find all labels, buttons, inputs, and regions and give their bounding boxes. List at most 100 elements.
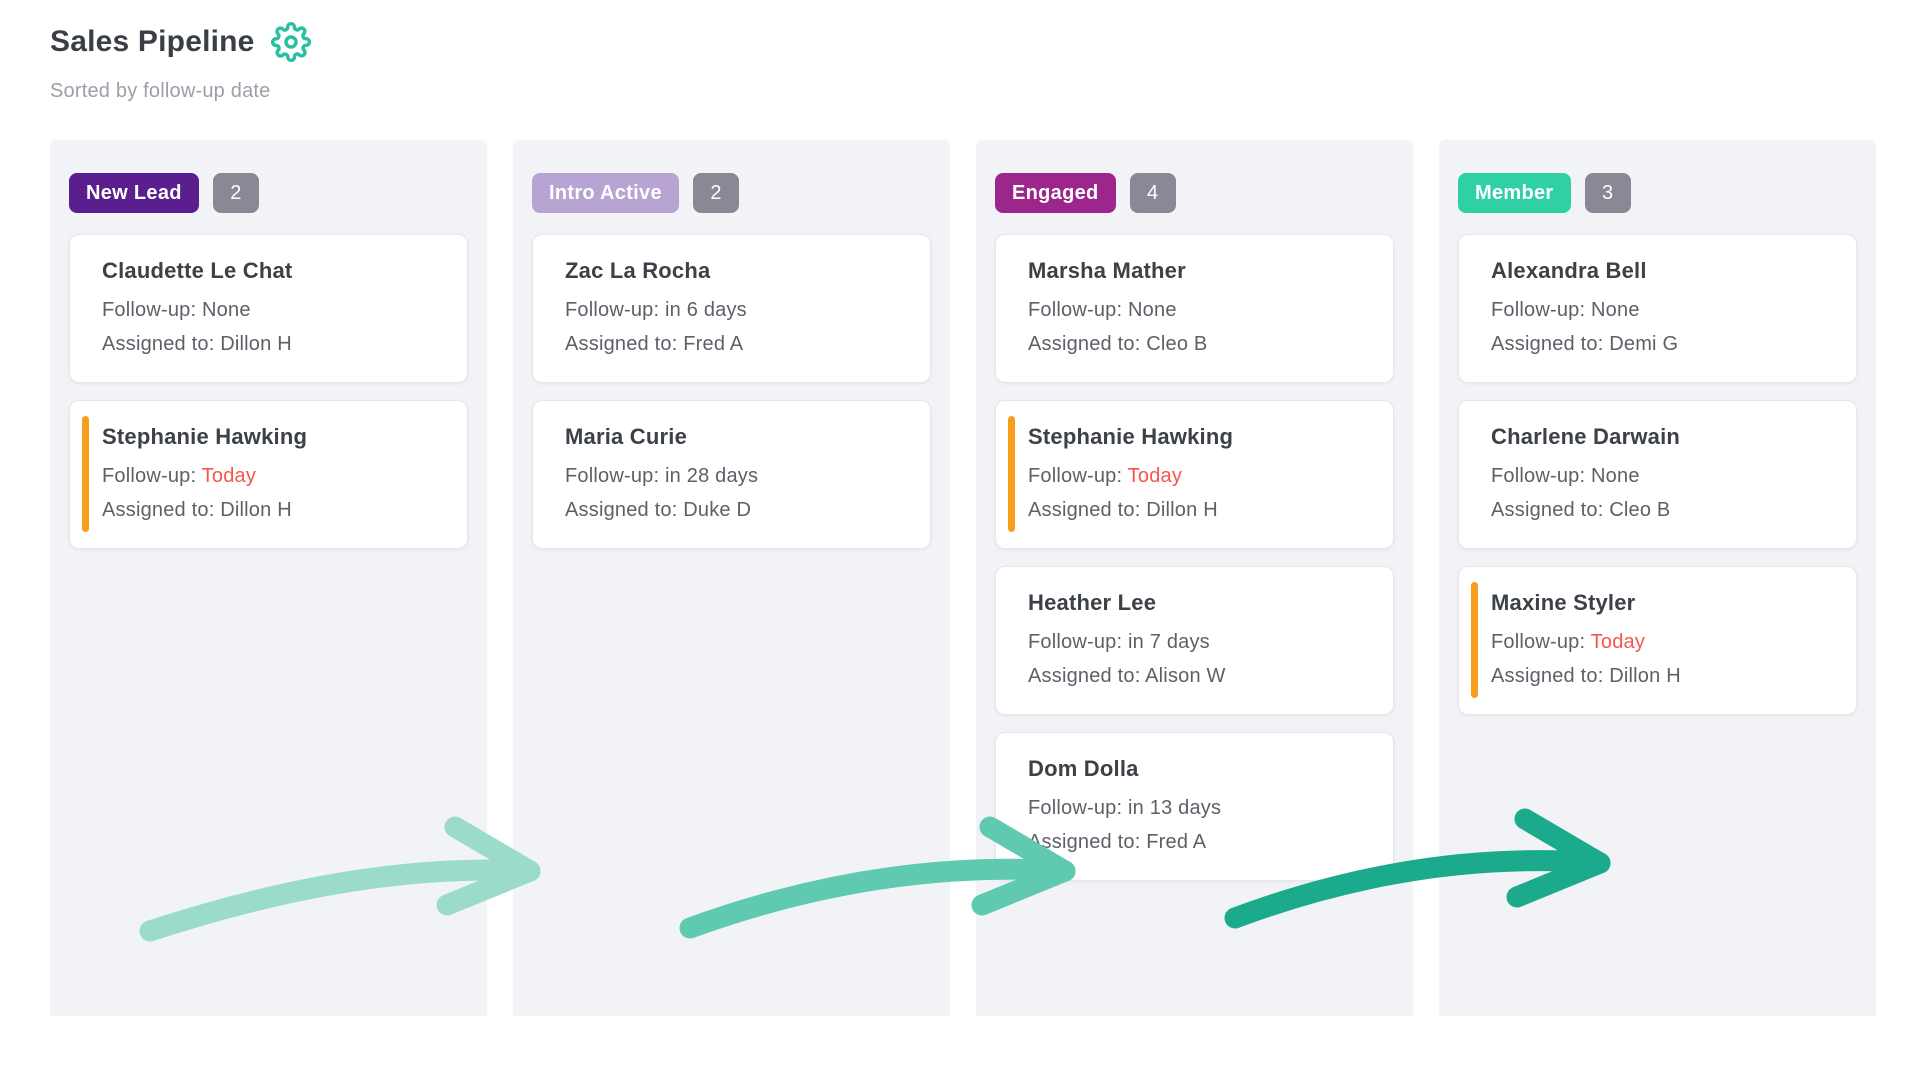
assigned-label: Assigned to: <box>1028 831 1141 853</box>
sort-description: Sorted by follow-up date <box>50 80 271 102</box>
contact-name: Stephanie Hawking <box>1028 424 1234 449</box>
assigned-line: Assigned to: Fred A <box>1028 825 1373 859</box>
assigned-label: Assigned to: <box>1491 333 1604 355</box>
contact-name: Marsha Mather <box>1028 258 1186 283</box>
assigned-value: Alison W <box>1145 665 1226 687</box>
pipeline-board: New Lead 2 Claudette Le Chat Follow-up: … <box>50 140 1876 1016</box>
card-list: Marsha Mather Follow-up: None Assigned t… <box>995 234 1394 881</box>
follow-up-label: Follow-up: <box>565 465 660 487</box>
card-list: Zac La Rocha Follow-up: in 6 days Assign… <box>532 234 931 549</box>
contact-card[interactable]: Heather Lee Follow-up: in 7 days Assigne… <box>995 566 1394 715</box>
card-list: Claudette Le Chat Follow-up: None Assign… <box>69 234 468 549</box>
follow-up-value: in 28 days <box>665 465 759 487</box>
follow-up-value: Today <box>1590 631 1646 653</box>
follow-up-line: Follow-up: Today <box>1028 459 1373 493</box>
assigned-value: Dillon H <box>1146 499 1218 521</box>
follow-up-value: None <box>1591 465 1640 487</box>
assigned-line: Assigned to: Dillon H <box>1028 493 1373 527</box>
assigned-line: Assigned to: Fred A <box>565 327 910 361</box>
column-header: Intro Active 2 <box>532 173 931 213</box>
stage-badge: Member <box>1458 173 1571 213</box>
assigned-value: Dillon H <box>220 499 292 521</box>
follow-up-line: Follow-up: in 7 days <box>1028 625 1373 659</box>
assigned-line: Assigned to: Cleo B <box>1491 493 1836 527</box>
contact-card[interactable]: Stephanie Hawking Follow-up: Today Assig… <box>995 400 1394 549</box>
assigned-value: Demi G <box>1609 333 1679 355</box>
assigned-label: Assigned to: <box>565 499 678 521</box>
follow-up-line: Follow-up: in 28 days <box>565 459 910 493</box>
page-title: Sales Pipeline <box>50 25 255 58</box>
assigned-line: Assigned to: Alison W <box>1028 659 1373 693</box>
follow-up-value: None <box>1591 299 1640 321</box>
stage-count-badge: 4 <box>1129 173 1176 213</box>
contact-card[interactable]: Marsha Mather Follow-up: None Assigned t… <box>995 234 1394 383</box>
follow-up-line: Follow-up: in 6 days <box>565 293 910 327</box>
contact-card[interactable]: Zac La Rocha Follow-up: in 6 days Assign… <box>532 234 931 383</box>
follow-up-value: in 6 days <box>665 299 747 321</box>
follow-up-label: Follow-up: <box>102 465 197 487</box>
assigned-line: Assigned to: Dillon H <box>1491 659 1836 693</box>
assigned-value: Fred A <box>683 333 744 355</box>
assigned-value: Dillon H <box>220 333 292 355</box>
assigned-line: Assigned to: Duke D <box>565 493 910 527</box>
settings-gear-icon[interactable] <box>270 22 311 62</box>
pipeline-column-engaged: Engaged 4 Marsha Mather Follow-up: None … <box>976 140 1413 1016</box>
stage-count-badge: 2 <box>692 173 739 213</box>
contact-card[interactable]: Maxine Styler Follow-up: Today Assigned … <box>1458 566 1857 715</box>
stage-badge: Intro Active <box>532 173 679 213</box>
follow-up-value: None <box>202 299 251 321</box>
assigned-value: Cleo B <box>1609 499 1671 521</box>
pipeline-column-intro-active: Intro Active 2 Zac La Rocha Follow-up: i… <box>513 140 950 1016</box>
follow-up-value: in 13 days <box>1128 797 1222 819</box>
follow-up-line: Follow-up: in 13 days <box>1028 791 1373 825</box>
column-header: New Lead 2 <box>69 173 468 213</box>
follow-up-label: Follow-up: <box>102 299 197 321</box>
contact-name: Heather Lee <box>1028 590 1157 615</box>
follow-up-value: in 7 days <box>1128 631 1210 653</box>
contact-name: Zac La Rocha <box>565 258 711 283</box>
contact-name: Stephanie Hawking <box>102 424 308 449</box>
follow-up-line: Follow-up: Today <box>1491 625 1836 659</box>
assigned-value: Fred A <box>1146 831 1207 853</box>
assigned-value: Cleo B <box>1146 333 1208 355</box>
assigned-label: Assigned to: <box>1491 665 1604 687</box>
follow-up-label: Follow-up: <box>1028 631 1123 653</box>
contact-name: Dom Dolla <box>1028 756 1139 781</box>
contact-name: Alexandra Bell <box>1491 258 1647 283</box>
assigned-line: Assigned to: Cleo B <box>1028 327 1373 361</box>
card-list: Alexandra Bell Follow-up: None Assigned … <box>1458 234 1857 715</box>
page-header: Sales Pipeline <box>50 22 1920 62</box>
assigned-label: Assigned to: <box>1028 499 1141 521</box>
follow-up-label: Follow-up: <box>1491 465 1586 487</box>
column-header: Member 3 <box>1458 173 1857 213</box>
follow-up-line: Follow-up: None <box>102 293 447 327</box>
follow-up-label: Follow-up: <box>1491 631 1586 653</box>
contact-card[interactable]: Alexandra Bell Follow-up: None Assigned … <box>1458 234 1857 383</box>
follow-up-line: Follow-up: None <box>1491 459 1836 493</box>
contact-card[interactable]: Charlene Darwain Follow-up: None Assigne… <box>1458 400 1857 549</box>
contact-card[interactable]: Maria Curie Follow-up: in 28 days Assign… <box>532 400 931 549</box>
follow-up-line: Follow-up: None <box>1491 293 1836 327</box>
assigned-value: Dillon H <box>1609 665 1681 687</box>
assigned-label: Assigned to: <box>102 499 215 521</box>
assigned-label: Assigned to: <box>1028 333 1141 355</box>
contact-card[interactable]: Dom Dolla Follow-up: in 13 days Assigned… <box>995 732 1394 881</box>
contact-card[interactable]: Stephanie Hawking Follow-up: Today Assig… <box>69 400 468 549</box>
follow-up-label: Follow-up: <box>1028 797 1123 819</box>
follow-up-value: None <box>1128 299 1177 321</box>
assigned-label: Assigned to: <box>1491 499 1604 521</box>
assigned-line: Assigned to: Dillon H <box>102 327 447 361</box>
follow-up-line: Follow-up: Today <box>102 459 447 493</box>
assigned-label: Assigned to: <box>102 333 215 355</box>
assigned-label: Assigned to: <box>1028 665 1141 687</box>
assigned-line: Assigned to: Demi G <box>1491 327 1836 361</box>
contact-name: Maxine Styler <box>1491 590 1636 615</box>
follow-up-label: Follow-up: <box>1028 465 1123 487</box>
contact-name: Claudette Le Chat <box>102 258 293 283</box>
contact-card[interactable]: Claudette Le Chat Follow-up: None Assign… <box>69 234 468 383</box>
follow-up-label: Follow-up: <box>565 299 660 321</box>
contact-name: Charlene Darwain <box>1491 424 1681 449</box>
stage-count-badge: 3 <box>1584 173 1631 213</box>
assigned-line: Assigned to: Dillon H <box>102 493 447 527</box>
